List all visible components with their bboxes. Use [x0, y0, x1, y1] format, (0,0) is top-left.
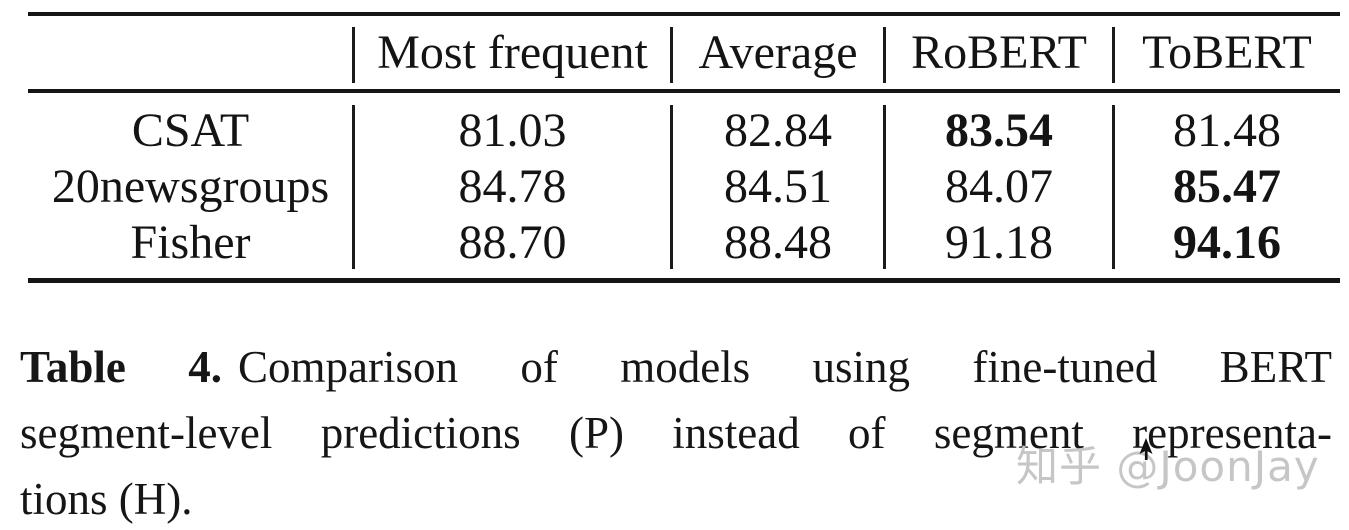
column-divider — [1112, 27, 1115, 83]
column-divider — [883, 105, 886, 269]
row-header: 20newsgroups — [51, 160, 330, 213]
table-cell: 84.78 — [458, 160, 567, 213]
caption-title: Table 4. — [20, 342, 222, 392]
table-cell: 81.48 — [1173, 104, 1281, 157]
table-cell: 88.70 — [458, 216, 567, 269]
table-caption: Table 4. Comparison of models using fine-… — [20, 334, 1332, 530]
row-header: CSAT — [131, 104, 250, 157]
column-divider — [352, 27, 355, 83]
column-header-empty — [28, 16, 353, 89]
table-bottom-rule — [28, 278, 1340, 283]
table-cell: 84.51 — [724, 160, 832, 213]
column-divider — [670, 105, 673, 269]
column-header-most-frequent: Most frequent — [377, 25, 648, 79]
table-cell: 88.48 — [724, 216, 832, 269]
table-cell: 81.03 — [458, 104, 567, 157]
table-cell: 83.54 — [945, 104, 1053, 157]
row-header: Fisher — [130, 216, 251, 269]
column-header-average: Average — [698, 25, 858, 79]
cursor-icon — [1139, 438, 1153, 460]
table-cell: 85.47 — [1173, 160, 1281, 213]
caption-line-3: tions (H). — [20, 474, 193, 524]
column-divider — [352, 105, 355, 269]
zhihu-watermark: 知乎 @JoonJay — [1016, 442, 1320, 491]
column-divider — [670, 27, 673, 83]
table-row-fisher: Fisher 88.70 88.48 91.18 94.16 — [28, 215, 1340, 271]
column-header-tobert: ToBERT — [1142, 25, 1312, 79]
table-top-rule — [28, 12, 1340, 16]
caption-line-1: Table 4. Comparison of models using fine-… — [20, 334, 1332, 400]
caption-line-2: segment-level predictions (P) instead of… — [20, 408, 1332, 458]
table-row-20newsgroups: 20newsgroups 84.78 84.51 84.07 85.47 — [28, 159, 1340, 215]
caption-text: Comparison of models using fine-tuned BE… — [238, 342, 1332, 392]
table-header-row: Most frequent Average RoBERT ToBERT — [28, 16, 1340, 89]
table-cell: 94.16 — [1173, 216, 1281, 269]
table-cell: 91.18 — [945, 216, 1053, 269]
table-cell: 82.84 — [724, 104, 832, 157]
column-header-robert: RoBERT — [911, 25, 1087, 79]
table-header-rule — [28, 89, 1340, 93]
column-divider — [1112, 105, 1115, 269]
table-cell: 84.07 — [945, 160, 1053, 213]
table-row-csat: CSAT 81.03 82.84 83.54 81.48 — [28, 103, 1340, 159]
column-divider — [883, 27, 886, 83]
